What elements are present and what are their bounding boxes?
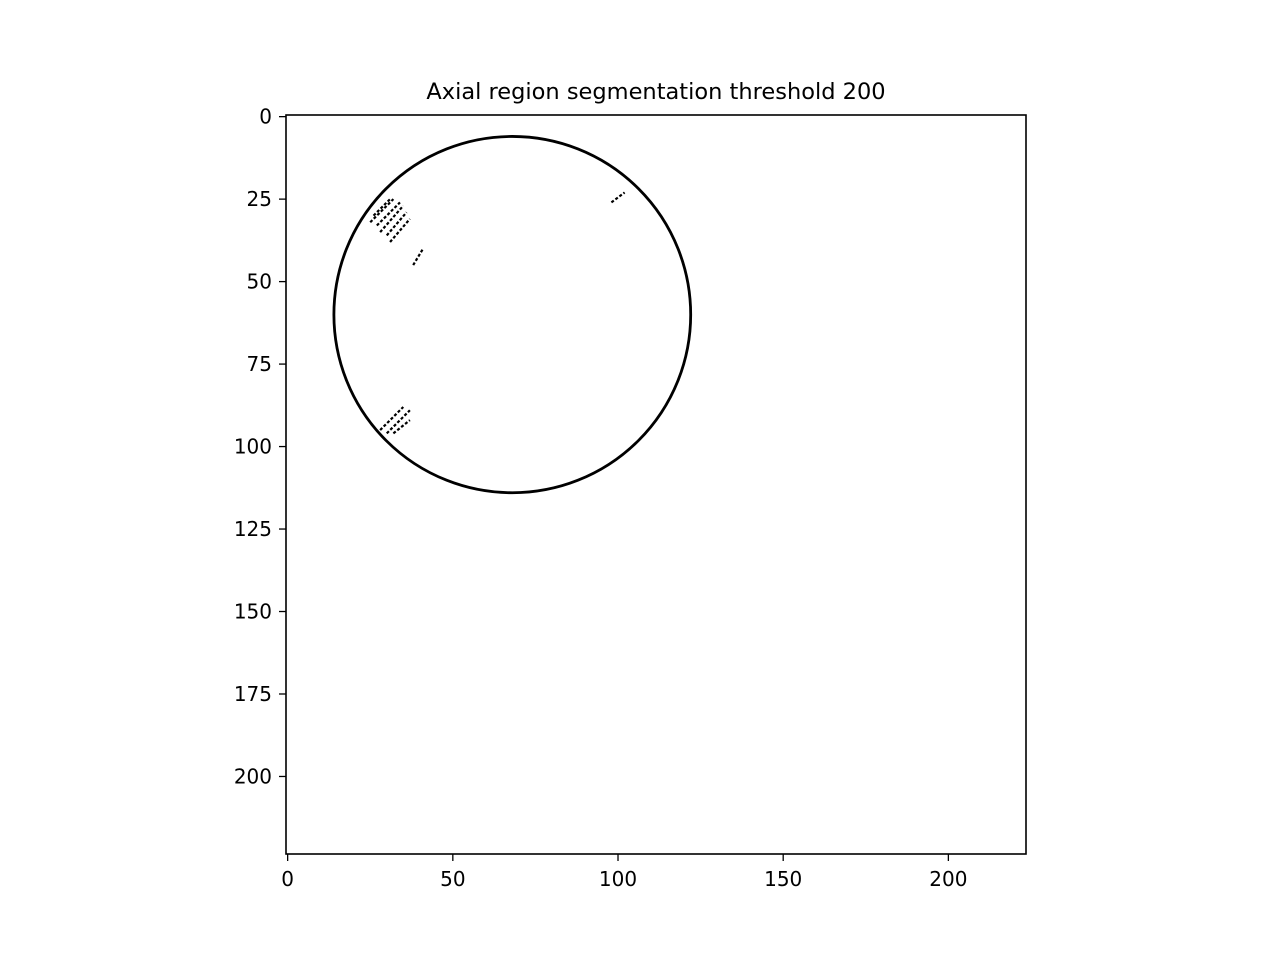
mask-upper-left-stripe-4 [379, 205, 405, 233]
chart-title: Axial region segmentation threshold 200 [426, 79, 885, 105]
segmentation-mask [332, 135, 693, 495]
y-tick-label: 125 [234, 517, 272, 541]
mask-upper-left-stripe-2 [369, 198, 395, 223]
mask-lower-left-stripe-3 [392, 419, 411, 435]
plot-area-background [286, 115, 1026, 854]
x-tick-label: 100 [599, 867, 637, 891]
mask-lower-left-stripe-1 [379, 406, 405, 431]
y-tick-label: 25 [247, 187, 272, 211]
mask-upper-left-stripe-3 [376, 201, 401, 227]
y-tick-label: 200 [234, 764, 272, 788]
x-tick-label: 0 [281, 867, 294, 891]
mask-upper-left-stripe-6 [389, 218, 411, 243]
mask-upper-left-stripe-1 [372, 198, 391, 217]
y-tick-label: 100 [234, 435, 272, 459]
y-tick-label: 75 [247, 352, 272, 376]
y-tick-label: 0 [259, 105, 272, 129]
plot-area-frame [285, 114, 1027, 855]
x-tick-label: 200 [929, 867, 967, 891]
mask-lower-left-stripe-2 [385, 409, 411, 435]
y-tick-label: 50 [247, 270, 272, 294]
mask-outer-boundary [332, 135, 693, 495]
mask-upper-right-speck [610, 191, 626, 204]
mask-upper-left-speck-1 [412, 248, 425, 266]
y-axis-ticks: 0 25 50 75 100 125 150 175 200 [234, 105, 286, 788]
x-tick-label: 50 [440, 867, 465, 891]
x-axis-ticks: 0 50 100 150 200 [281, 854, 967, 891]
y-tick-label: 150 [234, 600, 272, 624]
y-tick-label: 175 [234, 682, 272, 706]
x-tick-label: 150 [764, 867, 802, 891]
mask-upper-left-stripe-5 [385, 211, 408, 237]
